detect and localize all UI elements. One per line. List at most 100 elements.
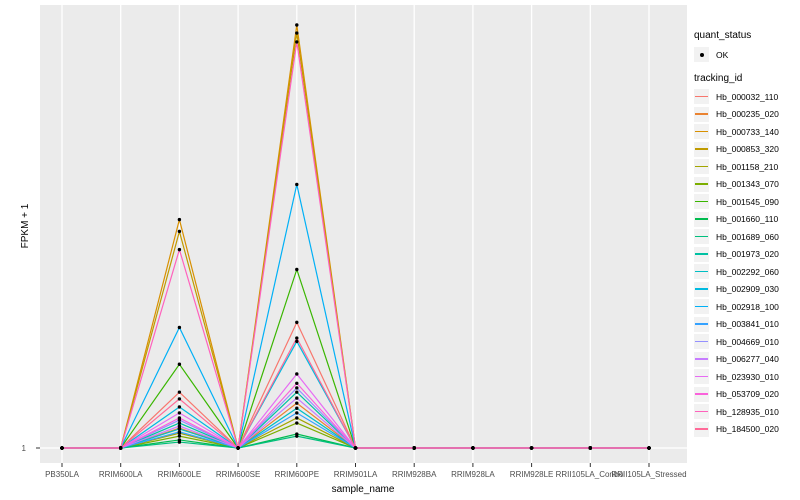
legend-item-label: Hb_001343_070 — [716, 179, 779, 189]
x-tick-label-RRIM928LE: RRIM928LE — [510, 470, 554, 479]
legend-item-label: Hb_001973_020 — [716, 249, 779, 259]
data-point-Hb_006277_040 — [177, 424, 182, 428]
legend-key-line — [694, 299, 709, 314]
data-point-Hb_001973_020 — [177, 421, 182, 425]
legend-item-Hb_000235_020: Hb_000235_020 — [694, 106, 800, 122]
line-swatch-icon — [695, 428, 708, 430]
line-swatch-icon — [695, 200, 708, 203]
data-point-Hb_000032_110 — [295, 320, 299, 325]
data-point-Hb_001343_070 — [295, 421, 299, 425]
data-point-Hb_001973_020 — [295, 390, 299, 394]
legend-item-Hb_006277_040: Hb_006277_040 — [694, 351, 800, 367]
data-point-Hb_002909_030 — [177, 405, 182, 409]
line-swatch-icon — [695, 270, 708, 273]
legend-key-line — [694, 141, 709, 157]
legend-key-point — [694, 47, 709, 62]
data-point-Hb_000032_110 — [177, 390, 182, 394]
line-swatch-icon — [695, 130, 708, 133]
legend-item-Hb_002918_100: Hb_002918_100 — [694, 299, 800, 314]
legend-key-line — [694, 194, 709, 209]
data-point-Hb_053709_020 — [177, 416, 182, 420]
data-point-Hb_000733_140 — [177, 217, 182, 222]
line-swatch-icon — [695, 165, 708, 168]
legend-title-quant-status: quant_status — [694, 30, 752, 41]
legend-item-Hb_004669_010: Hb_004669_010 — [694, 334, 800, 349]
legend-key-line — [694, 211, 709, 227]
x-tick-label-RRIM928BA: RRIM928BA — [392, 470, 437, 479]
legend-key-line — [694, 351, 709, 367]
data-point-Hb_001545_090 — [295, 267, 299, 272]
legend-item-label: Hb_023930_010 — [716, 371, 779, 382]
data-point-Hb_004669_010 — [295, 386, 299, 390]
line-swatch-icon — [695, 340, 708, 343]
legend-item-quant-OK: OK — [694, 47, 800, 62]
legend-item-Hb_001660_110: Hb_001660_110 — [694, 211, 800, 227]
legend-item-Hb_001343_070: Hb_001343_070 — [694, 176, 800, 192]
x-tick-label-RRIM600PE: RRIM600PE — [275, 470, 319, 479]
legend-item-label: Hb_000235_020 — [716, 109, 779, 119]
plot-panel — [40, 5, 687, 463]
data-point-Hb_003841_010 — [295, 411, 299, 415]
legend-key-line — [694, 106, 709, 122]
data-point-Hb_184500_020 — [412, 446, 416, 450]
legend-item-label: Hb_128935_010 — [716, 406, 779, 417]
line-swatch-icon — [695, 253, 708, 255]
legend-quant-status-items: OK — [694, 47, 800, 62]
data-point-Hb_184500_020 — [588, 446, 592, 450]
legend-item-label: Hb_001689_060 — [716, 231, 779, 242]
line-swatch-icon — [695, 393, 708, 395]
line-swatch-icon — [695, 305, 708, 308]
legend-tracking-id-items: Hb_000032_110 Hb_000235_020 Hb_000733_140 H… — [694, 89, 800, 437]
data-point-Hb_053709_020 — [295, 381, 299, 385]
legend-item-Hb_003841_010: Hb_003841_010 — [694, 316, 800, 332]
line-swatch-icon — [695, 288, 708, 290]
x-tick-label-RRII105LA_Control: RRII105LA_Control — [556, 470, 626, 479]
legend-key-line — [694, 281, 709, 297]
legend-item-label: Hb_184500_020 — [716, 424, 779, 434]
data-point-Hb_128935_010 — [295, 40, 299, 44]
legend-key-line — [694, 369, 709, 384]
data-point-Hb_184500_020 — [236, 446, 240, 450]
legend-key-line — [694, 159, 709, 174]
legend-key-line — [694, 334, 709, 349]
line-swatch-icon — [695, 218, 708, 220]
line-swatch-icon — [695, 148, 708, 150]
legend-item-label: Hb_006277_040 — [716, 354, 779, 364]
y-axis-title: FPKM + 1 — [20, 203, 31, 248]
x-axis-title: sample_name — [332, 484, 395, 495]
data-point-Hb_184500_020 — [471, 446, 475, 450]
legend: quant_status OK tracking_id Hb_000032_11… — [694, 30, 800, 439]
legend-key-line — [694, 264, 709, 279]
legend-item-label: Hb_002292_060 — [716, 266, 779, 277]
legend-item-Hb_001973_020: Hb_001973_020 — [694, 246, 800, 262]
data-point-Hb_184500_020 — [60, 446, 64, 450]
data-point-Hb_184500_020 — [177, 397, 182, 401]
data-point-Hb_000733_140 — [295, 23, 299, 27]
y-tick-label: 1 — [22, 444, 27, 453]
data-point-Hb_184500_020 — [119, 446, 123, 450]
data-point-Hb_001689_060 — [177, 440, 182, 444]
data-point-Hb_000853_320 — [177, 229, 182, 234]
data-point-Hb_023930_010 — [295, 372, 299, 376]
legend-item-label: Hb_001660_110 — [716, 214, 779, 224]
legend-item-label: Hb_002918_100 — [716, 301, 779, 312]
data-point-Hb_023930_010 — [177, 411, 182, 415]
legend-item-label: Hb_004669_010 — [716, 336, 779, 347]
legend-item-Hb_001158_210: Hb_001158_210 — [694, 159, 800, 174]
x-tick-label-PB350LA: PB350LA — [45, 470, 79, 479]
data-point-Hb_184500_020 — [353, 446, 358, 450]
data-point-Hb_001545_090 — [177, 362, 182, 366]
data-point-Hb_002909_030 — [295, 339, 299, 344]
legend-key-line — [694, 124, 709, 139]
line-swatch-icon — [695, 113, 708, 115]
legend-item-label: Hb_053709_020 — [716, 389, 779, 399]
data-point-Hb_128935_010 — [177, 247, 182, 252]
data-point-Hb_002918_100 — [177, 325, 182, 330]
data-point-Hb_184500_020 — [295, 336, 299, 340]
data-point-Hb_000235_020 — [295, 401, 299, 405]
legend-item-Hb_128935_010: Hb_128935_010 — [694, 404, 800, 419]
legend-item-Hb_000032_110: Hb_000032_110 — [694, 89, 800, 104]
legend-item-Hb_184500_020: Hb_184500_020 — [694, 421, 800, 437]
legend-item-label: OK — [716, 49, 729, 60]
